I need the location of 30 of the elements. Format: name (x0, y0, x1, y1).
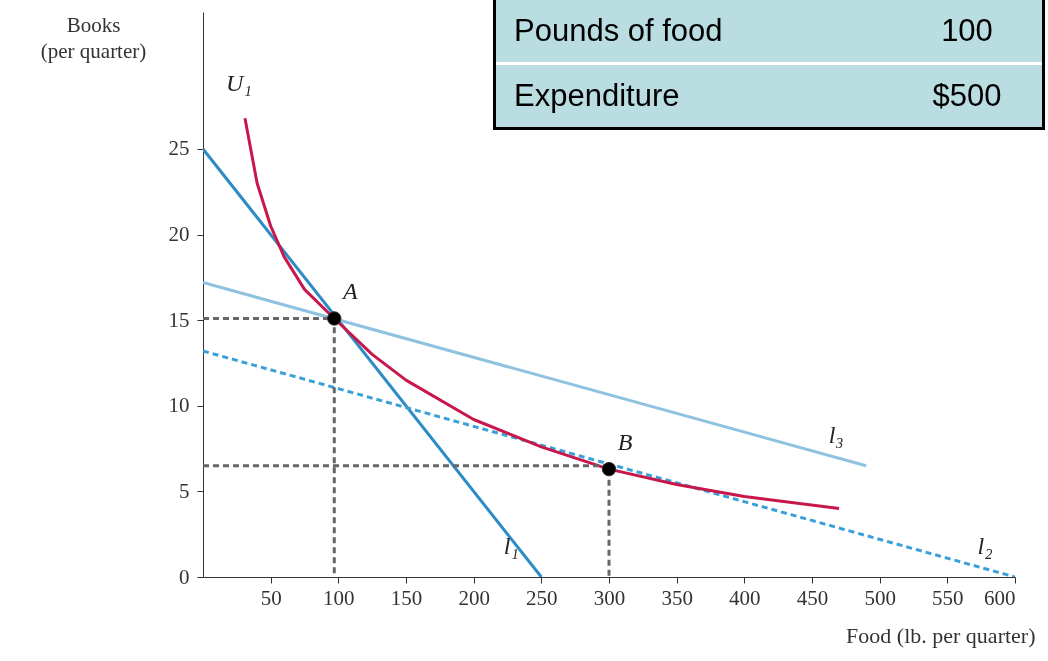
series-label: U₁ (226, 70, 252, 97)
x-tick-label: 250 (526, 585, 558, 610)
series-label: l₁ (503, 533, 519, 559)
y-tick-label: 10 (168, 393, 190, 418)
x-tick-label: 100 (323, 585, 355, 610)
annotation: $500 (931, 78, 1003, 114)
y-tick-label: 5 (179, 478, 190, 503)
annotation: Pounds of food (513, 13, 724, 49)
annotation: Expenditure (513, 78, 681, 114)
x-tick-label: 500 (864, 585, 896, 610)
series-label: l₃ (828, 421, 844, 448)
y-tick-label: 25 (168, 136, 190, 161)
x-tick-label: 450 (796, 585, 829, 610)
x-tick-label: 300 (593, 585, 626, 610)
x-tick-label: 200 (458, 585, 490, 610)
series-label: l₂ (977, 533, 993, 559)
x-tick-label: 350 (661, 585, 693, 610)
x-tick-label: 150 (390, 585, 423, 610)
series-label: B (617, 429, 633, 456)
x-tick-label: 600 (984, 585, 1016, 610)
y-tick-label: 20 (168, 222, 190, 247)
y-tick-label: 15 (168, 307, 190, 332)
annotation: 100 (940, 13, 994, 49)
x-tick-label: 400 (729, 585, 761, 610)
y-axis-title: Books (per quarter) (40, 12, 147, 63)
x-tick-label: 550 (932, 585, 964, 610)
x-tick-label: 50 (260, 585, 282, 610)
x-axis-title: Food (lb. per quarter) (846, 622, 1036, 648)
y-tick-label: 0 (179, 564, 190, 589)
series-label: A (340, 278, 358, 305)
